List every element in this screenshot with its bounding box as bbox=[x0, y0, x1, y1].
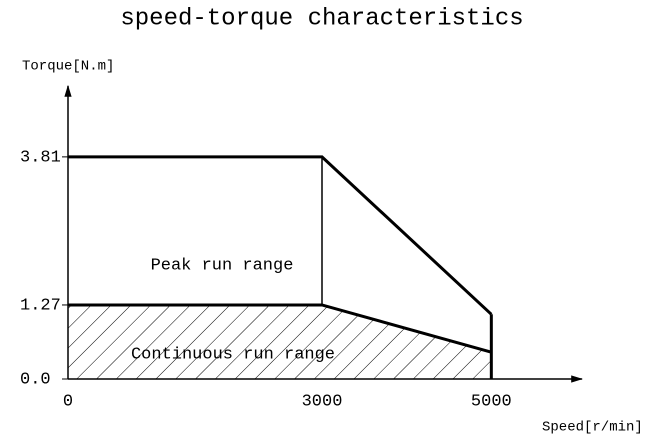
y-tick-label: 1.27 bbox=[20, 296, 61, 315]
x-axis-label: Speed[r/min] bbox=[542, 420, 643, 436]
x-tick-label: 5000 bbox=[471, 392, 512, 411]
x-tick-label: 3000 bbox=[302, 392, 343, 411]
x-tick-label: 0 bbox=[63, 392, 73, 411]
series-line bbox=[68, 155, 493, 316]
y-axis-label: Torque[N.m] bbox=[22, 59, 114, 75]
area bbox=[68, 304, 492, 379]
y-tick-label: 0.0 bbox=[20, 370, 51, 389]
region-label: Continuous run range bbox=[131, 345, 335, 364]
region-label: Peak run range bbox=[151, 256, 294, 275]
chart-title: speed-torque characteristics bbox=[120, 5, 523, 32]
y-tick-label: 3.81 bbox=[20, 148, 61, 167]
